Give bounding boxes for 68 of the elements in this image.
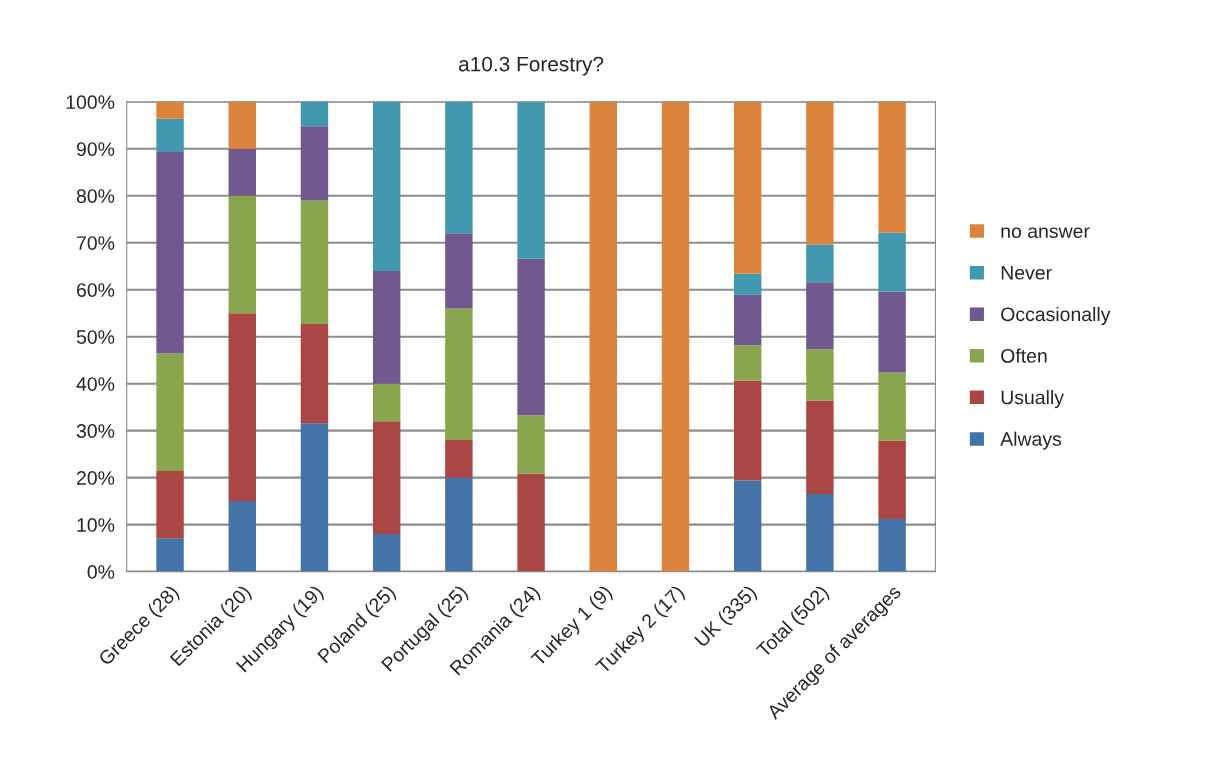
bar (228, 313, 256, 502)
y-tick-label: 70% (77, 236, 115, 250)
bar (517, 415, 545, 474)
y-tick-label: 50% (76, 330, 115, 344)
bar (878, 440, 906, 519)
bar (733, 273, 762, 295)
bar (228, 195, 256, 314)
bar (806, 244, 834, 283)
bar (445, 101, 473, 234)
bar (733, 101, 762, 274)
chart-title: a10.3 Forestry? (459, 56, 604, 76)
bar (806, 494, 834, 572)
legend-label: Usually (1001, 390, 1064, 409)
bar (878, 232, 906, 292)
bar (300, 101, 329, 127)
legend-label: Always (1000, 431, 1062, 450)
bar (372, 101, 401, 271)
bar (300, 126, 329, 201)
bar (372, 270, 401, 384)
legend-label: Never (1001, 266, 1052, 280)
bar (156, 118, 184, 153)
bar (156, 471, 184, 539)
bar (156, 353, 184, 472)
y-tick-label: 0% (87, 565, 115, 579)
legend-label: no answer (1001, 227, 1090, 239)
y-tick-label: 60% (77, 283, 115, 297)
bar (733, 294, 762, 346)
bar (300, 324, 329, 424)
y-tick-label: 80% (76, 189, 115, 203)
y-tick-label: 20% (76, 471, 115, 485)
bar (806, 101, 834, 245)
bar (733, 380, 762, 481)
bar (445, 308, 473, 441)
y-tick-label: 90% (76, 142, 115, 157)
bar (156, 538, 184, 572)
bar (372, 534, 401, 572)
bar (156, 101, 184, 119)
legend-label: Often (1001, 348, 1047, 363)
legend-label: Occasionally (1001, 306, 1111, 326)
y-tick-label: 100% (66, 95, 115, 110)
bar (733, 345, 762, 381)
bar (445, 440, 473, 478)
bar (878, 291, 906, 373)
bar (517, 473, 545, 572)
bar (878, 372, 906, 441)
bar (733, 480, 762, 572)
bar (156, 152, 184, 354)
bar (228, 101, 256, 149)
bar (878, 518, 906, 572)
bar (445, 233, 473, 309)
bar (372, 383, 401, 422)
y-tick-label: 40% (76, 377, 115, 391)
bar (517, 258, 545, 416)
bar (661, 101, 690, 572)
y-tick-label: 30% (76, 424, 115, 438)
bar (228, 501, 256, 572)
bar (589, 101, 617, 572)
bar (445, 477, 473, 572)
bar (806, 400, 834, 495)
bar (806, 349, 834, 401)
bar (300, 200, 329, 325)
bar (517, 102, 545, 259)
bar (300, 423, 329, 572)
bar (228, 148, 256, 196)
y-tick-label: 10% (77, 518, 115, 532)
bar (372, 421, 401, 535)
bar (806, 282, 834, 350)
bar (878, 101, 906, 233)
